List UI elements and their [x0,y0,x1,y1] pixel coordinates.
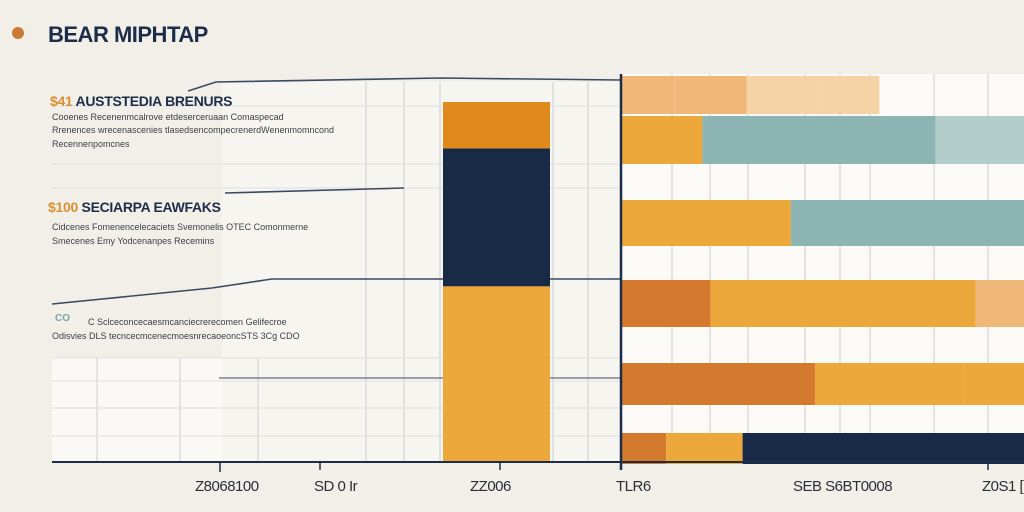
annotation-3-line-1: C Sclceconcecaesmcanciecrerecomen Gelife… [88,317,287,327]
title-bullet-icon [12,27,24,39]
hbar-row-3-segment-1 [622,200,791,246]
x-tick-label-5: SEB S6BT0008 [793,478,893,495]
annotation-2-line-2: Smecenes Emy Yodcenanpes Recemins [52,236,215,246]
annotation-2-heading: $100 SECIARPA EAWFAKS [48,199,221,215]
hbar-row-2-segment-3 [935,116,1024,164]
annotation-2-line-1: Cidcenes Fomenencelecaciets Svemonelis O… [52,222,309,232]
x-tick-label-4: TLR6 [616,478,651,495]
hbar-row-1-segment-4 [818,76,880,114]
annotation-1-heading: $41 AUSTSTEDIA BRENURS [50,93,233,109]
annotation-3-tag: CO [55,313,70,324]
x-tick-label-6: Z0S1 [ [982,478,1024,495]
annotation-3-line-2: Odisvies DLS tecncecmcenecmoesnrecaoeonc… [52,331,300,341]
chart-title: BEAR MIPHTAP [48,22,208,47]
horizontal-bars-layer [622,76,1024,464]
stacked-column-segment-3 [443,102,550,149]
stacked-column-segment-2 [443,148,550,287]
hbar-row-2-segment-2 [702,116,936,164]
stacked-column-layer [443,102,550,462]
hbar-row-6-segment-3 [742,433,1024,464]
trend-line-2 [224,187,405,194]
hbar-row-5-segment-2 [814,363,964,405]
hbar-row-6-segment-2 [666,433,743,464]
hbar-row-1-segment-2 [674,76,747,114]
hbar-row-1-segment-3 [746,76,819,114]
trend-line-1 [187,77,621,92]
annotation-1-line-3: Recennenpomcnes [52,139,130,149]
annotation-1-line-2: Rrenences wrecenascenies tlasedsencompec… [52,125,334,135]
hbar-row-5-segment-1 [622,363,815,405]
x-tick-label-2: SD 0 Ir [314,478,358,495]
hbar-row-4-segment-2 [710,280,976,327]
annotation-1-number: $41 [50,93,73,109]
x-tick-label-3: ZZ006 [470,478,511,495]
stacked-column-segment-1 [443,286,550,462]
hbar-row-5-segment-3 [963,363,1024,405]
annotation-2-title: SECIARPA EAWFAKS [81,199,221,215]
left-panel-background [222,82,620,462]
table-panel-background [52,358,222,462]
hbar-row-2-segment-1 [622,116,703,164]
hbar-row-1-segment-1 [622,76,675,114]
annotation-1-line-1: Cooenes Recenenmcalrove etdeserceruaan C… [52,112,284,122]
axis-layer [52,74,1024,472]
hbar-row-4-segment-3 [975,280,1024,327]
hbar-row-4-segment-1 [622,280,711,327]
hbar-row-3-segment-2 [790,200,1024,246]
annotation-2-number: $100 [48,199,78,215]
hbar-row-6-segment-1 [622,433,667,464]
x-tick-label-1: Z8068100 [195,478,259,495]
annotation-1-title: AUSTSTEDIA BRENURS [75,93,233,109]
